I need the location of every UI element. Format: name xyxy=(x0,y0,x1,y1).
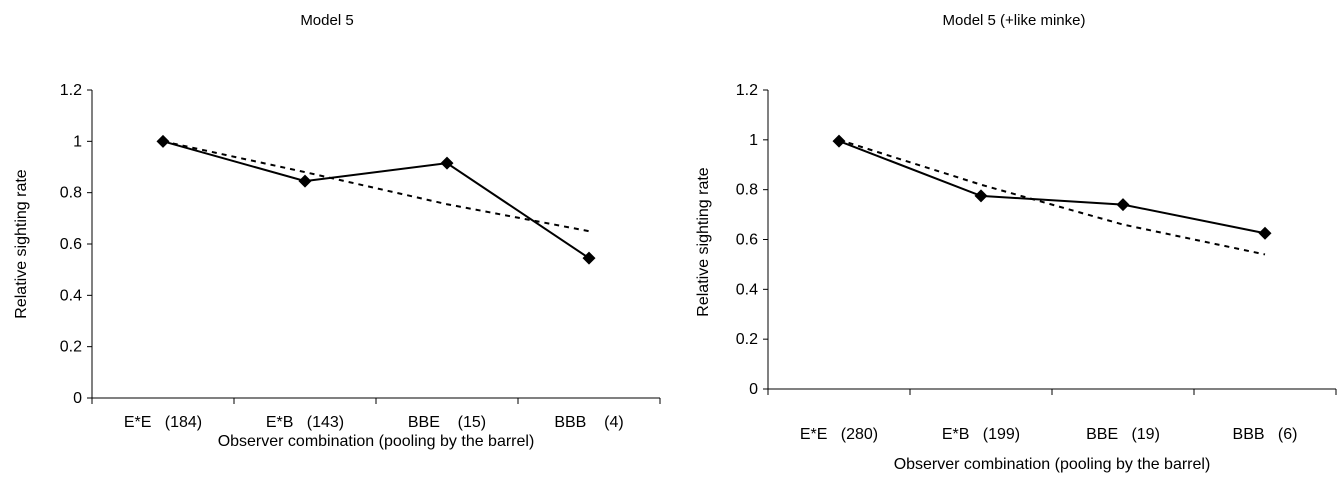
y-axis-title: Relative sighting rate xyxy=(13,169,30,319)
x-tick-label: BBB (6) xyxy=(1233,426,1298,443)
series-line-dashed xyxy=(838,138,1266,256)
y-tick-label: 0.8 xyxy=(60,185,82,202)
x-tick-label: BBE (19) xyxy=(1086,426,1160,443)
y-tick-label: 1.2 xyxy=(736,82,758,99)
y-tick-label: 1 xyxy=(73,133,82,150)
data-point-marker xyxy=(974,189,988,203)
data-point-marker xyxy=(582,251,596,265)
y-axis-title: Relative sighting rate xyxy=(695,167,712,317)
y-tick-label: 0.6 xyxy=(736,232,758,249)
y-tick-label: 1.2 xyxy=(60,82,82,99)
chart-model-5: Model 5 0 0.2 0.4 0.6 0.8 1 1.2 E*E (184) E*B (… xyxy=(13,12,661,450)
data-point-marker xyxy=(298,174,312,188)
x-tick-label: BBB (4) xyxy=(554,414,623,431)
x-tick-label: E*B (143) xyxy=(266,414,344,431)
data-point-marker xyxy=(1116,198,1130,212)
data-point-marker xyxy=(1258,226,1272,240)
chart-model-5-like-minke: Model 5 (+like minke) 00.20.40.60.811.2 … xyxy=(695,12,1337,473)
x-tick-label: E*B (199) xyxy=(942,426,1020,443)
x-axis-title: Observer combination (pooling by the bar… xyxy=(218,433,535,450)
x-tick-label: BBE (15) xyxy=(408,414,486,431)
y-tick-label: 0.6 xyxy=(60,236,82,253)
x-tick-label: E*E (184) xyxy=(124,414,202,431)
y-tick-label: 0 xyxy=(73,390,82,407)
data-point-marker xyxy=(440,156,454,170)
y-tick-label: 0.8 xyxy=(736,182,758,199)
y-tick-label: 0.2 xyxy=(736,331,758,348)
y-tick-label: 1 xyxy=(749,132,758,149)
chart-title: Model 5 (+like minke) xyxy=(943,12,1086,29)
y-tick-label: 0.2 xyxy=(60,339,82,356)
data-point-marker xyxy=(832,134,846,148)
chart-title: Model 5 xyxy=(300,12,353,29)
x-tick-label: E*E (280) xyxy=(800,426,878,443)
series-line-solid xyxy=(162,140,590,259)
y-tick-label: 0 xyxy=(749,381,758,398)
x-axis-title: Observer combination (pooling by the bar… xyxy=(894,456,1211,473)
series-line-solid xyxy=(838,140,1266,235)
y-tick-label: 0.4 xyxy=(60,287,82,304)
series-line-dashed xyxy=(162,140,590,233)
y-tick-label: 0.4 xyxy=(736,281,758,298)
